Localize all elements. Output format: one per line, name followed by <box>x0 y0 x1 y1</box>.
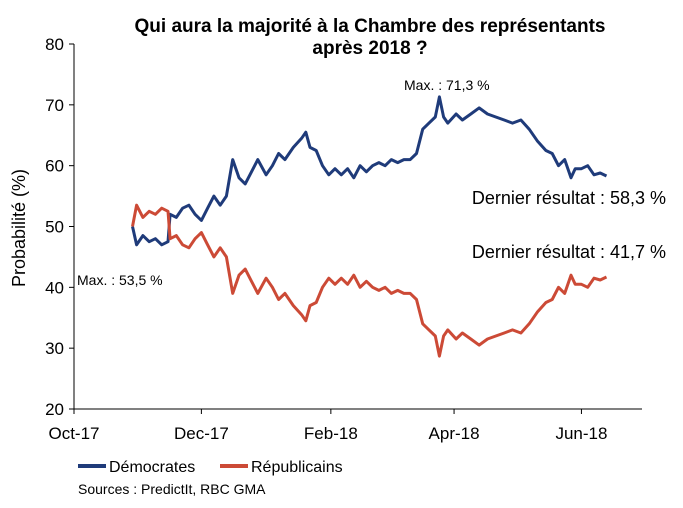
x-tick-label: Feb-18 <box>304 424 358 443</box>
series-lines <box>131 95 608 358</box>
x-tick-label: Dec-17 <box>174 424 229 443</box>
source-note: Sources : PredictIt, RBC GMA <box>78 481 266 497</box>
annotation-rep-max: Max. : 53,5 % <box>77 272 163 288</box>
legend-label-democrates: Démocrates <box>109 459 195 476</box>
y-ticks: 20 30 40 50 60 70 80 <box>45 35 74 419</box>
y-tick-label: 80 <box>45 35 64 54</box>
y-tick-label: 40 <box>45 278 64 297</box>
x-ticks: Oct-17 Dec-17 Feb-18 Apr-18 Jun-18 <box>48 409 607 443</box>
annotation-dem-last: Dernier résultat : 58,3 % <box>472 188 666 208</box>
y-tick-label: 50 <box>45 218 64 237</box>
chart-subtitle: après 2018 ? <box>312 38 427 59</box>
y-tick-label: 60 <box>45 157 64 176</box>
x-tick-label: Apr-18 <box>429 424 480 443</box>
legend: Démocrates Républicains <box>78 459 343 476</box>
y-axis-label: Probabilité (%) <box>9 169 29 287</box>
y-tick-label: 30 <box>45 339 64 358</box>
y-tick-label: 70 <box>45 96 64 115</box>
x-tick-label: Jun-18 <box>555 424 607 443</box>
series-line-democrates <box>131 95 608 247</box>
annotation-rep-last: Dernier résultat : 41,7 % <box>472 242 666 262</box>
legend-label-republicains: Républicains <box>251 459 343 476</box>
chart-title: Qui aura la majorité à la Chambre des re… <box>135 16 606 37</box>
annotation-dem-max: Max. : 71,3 % <box>404 77 490 93</box>
y-tick-label: 20 <box>45 400 64 419</box>
series-line-republicains <box>131 203 608 358</box>
x-tick-label: Oct-17 <box>48 424 99 443</box>
